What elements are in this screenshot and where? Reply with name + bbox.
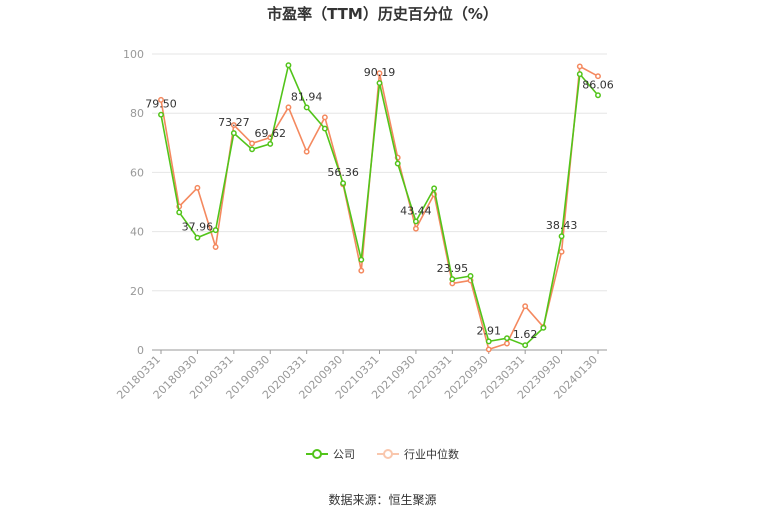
series-line-company: [160, 62, 599, 347]
data-point-company: [412, 218, 419, 225]
data-point-industry: [522, 303, 529, 310]
data-point-industry: [194, 184, 201, 191]
data-label: 43.44: [400, 204, 432, 217]
data-label: 23.95: [437, 262, 469, 275]
data-point-company: [576, 71, 583, 78]
data-label: 86.06: [582, 78, 614, 91]
chart-title: 市盈率（TTM）历史百分位（%）: [267, 5, 498, 23]
data-point-industry: [321, 114, 328, 121]
data-label: 73.27: [218, 116, 250, 129]
data-label: 81.94: [291, 90, 323, 103]
data-point-industry: [285, 104, 292, 111]
data-label: 38.43: [546, 219, 578, 232]
data-point-industry: [558, 248, 565, 255]
data-label: 37.96: [182, 221, 214, 234]
data-point-industry: [376, 70, 383, 77]
y-tick-label: 100: [123, 48, 144, 61]
y-tick-label: 20: [130, 285, 144, 298]
data-label: 79.50: [145, 98, 177, 111]
data-source: 数据来源：恒生聚源: [328, 493, 437, 507]
data-point-industry: [485, 346, 492, 353]
data-point-company: [467, 273, 474, 279]
data-point-company: [267, 140, 274, 147]
data-point-company: [485, 338, 492, 345]
data-point-company: [504, 335, 510, 342]
data-point-industry: [595, 73, 601, 80]
y-tick-label: 80: [130, 107, 144, 120]
data-point-company: [358, 256, 365, 263]
data-point-industry: [158, 96, 164, 103]
data-point-company: [176, 209, 183, 216]
data-point-company: [340, 180, 347, 187]
data-point-company: [230, 130, 237, 137]
data-label: 69.62: [255, 127, 287, 140]
legend-marker-company: [306, 449, 328, 459]
data-point-industry: [303, 148, 310, 155]
data-point-company: [376, 80, 383, 86]
y-tick-label: 60: [130, 166, 144, 179]
data-label: 2.91: [477, 324, 502, 337]
data-label: 90.19: [364, 66, 396, 79]
data-point-company: [303, 104, 310, 111]
y-tick-label: 0: [137, 344, 144, 357]
data-point-company: [394, 160, 401, 167]
legend-marker-industry: [377, 449, 399, 459]
data-point-company: [540, 324, 547, 331]
data-point-company: [158, 111, 164, 118]
series-line-industry: [160, 65, 599, 351]
data-point-company: [595, 92, 601, 99]
data-point-company: [431, 185, 438, 192]
data-point-industry: [249, 140, 255, 147]
legend-item-company[interactable]: 公司: [306, 446, 355, 462]
data-label: 56.36: [327, 166, 359, 179]
legend: 公司 行业中位数: [0, 446, 765, 462]
legend-label-company: 公司: [333, 448, 355, 461]
data-point-company: [194, 234, 201, 241]
data-point-company: [558, 233, 565, 240]
data-label: 1.62: [513, 328, 538, 341]
data-point-company: [321, 125, 328, 132]
legend-item-industry[interactable]: 行业中位数: [377, 446, 459, 462]
data-point-industry: [212, 244, 219, 250]
data-point-company: [212, 227, 219, 234]
data-point-industry: [504, 340, 510, 347]
y-tick-label: 40: [130, 226, 144, 239]
data-point-industry: [412, 225, 419, 232]
data-point-industry: [576, 63, 583, 70]
data-point-industry: [230, 122, 237, 128]
data-point-industry: [358, 267, 365, 274]
data-point-company: [522, 342, 529, 349]
data-point-company: [449, 276, 456, 283]
data-point-company: [249, 146, 255, 153]
data-point-company: [285, 62, 292, 69]
legend-label-industry: 行业中位数: [404, 448, 459, 461]
